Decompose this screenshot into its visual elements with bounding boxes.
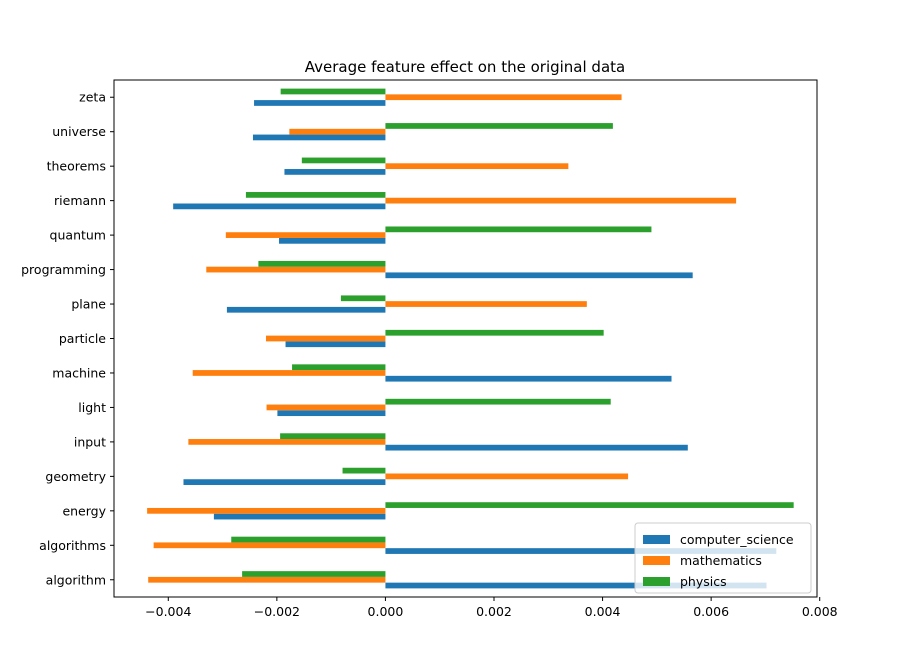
bar-physics-geometry <box>342 467 386 474</box>
x-tick-label: −0.004 <box>145 604 191 619</box>
bar-physics-plane <box>340 295 386 302</box>
bar-computer-science-quantum <box>279 237 386 244</box>
bar-physics-energy <box>385 502 794 508</box>
x-tick-label: 0.008 <box>802 604 838 619</box>
bar-physics-machine <box>292 364 386 371</box>
bar-mathematics-universe <box>289 128 386 135</box>
legend-label-physics: physics <box>680 574 727 589</box>
legend-swatch-physics <box>643 577 670 586</box>
legend-box <box>634 522 812 594</box>
y-tick-label-programming: programming <box>21 262 106 277</box>
bar-computer-science-zeta <box>254 100 386 106</box>
y-tick-label-plane: plane <box>71 297 106 312</box>
bar-computer-science-algorithms <box>385 548 777 554</box>
chart-title: Average feature effect on the original d… <box>305 58 625 76</box>
bar-mathematics-plane <box>385 301 587 307</box>
x-tick-label: −0.002 <box>254 604 300 619</box>
x-tick-label: 0.002 <box>476 604 512 619</box>
y-tick-label-geometry: geometry <box>45 469 106 484</box>
legend-swatch-computer-science <box>643 535 670 544</box>
y-tick-label-energy: energy <box>62 503 106 518</box>
bar-computer-science-riemann <box>173 203 386 210</box>
y-tick-label-machine: machine <box>52 365 106 380</box>
legend-swatch-mathematics <box>643 556 670 565</box>
y-tick-label-theorems: theorems <box>47 159 106 174</box>
bar-mathematics-riemann <box>385 197 737 204</box>
bar-physics-programming <box>258 260 386 267</box>
bar-physics-quantum <box>385 226 652 233</box>
bar-computer-science-theorems <box>284 169 386 175</box>
bar-physics-zeta <box>280 88 386 95</box>
bar-physics-universe <box>385 123 613 129</box>
legend: computer_science mathematics physics <box>634 522 812 594</box>
y-tick-label-zeta: zeta <box>79 90 106 105</box>
y-tick-label-quantum: quantum <box>50 228 106 243</box>
bar-physics-input <box>280 433 386 440</box>
bar-computer-science-particle <box>285 341 386 348</box>
y-tick-label-light: light <box>78 400 106 415</box>
bar-mathematics-machine <box>192 370 386 376</box>
bar-computer-science-algorithm <box>385 582 767 589</box>
bar-physics-theorems <box>301 157 386 164</box>
bar-physics-algorithm <box>242 571 386 577</box>
y-tick-label-algorithms: algorithms <box>39 538 106 553</box>
bar-physics-algorithms <box>231 536 386 543</box>
bar-mathematics-particle <box>266 335 386 342</box>
bars-layer <box>147 88 794 589</box>
bar-mathematics-light <box>266 404 386 411</box>
bar-physics-particle <box>385 329 604 336</box>
bar-mathematics-zeta <box>385 94 622 101</box>
legend-label-mathematics: mathematics <box>680 553 762 568</box>
bar-computer-science-universe <box>252 134 386 141</box>
bar-mathematics-geometry <box>385 473 629 480</box>
bar-mathematics-programming <box>206 266 386 273</box>
bar-mathematics-quantum <box>225 232 386 238</box>
y-tick-label-algorithm: algorithm <box>46 572 106 587</box>
bar-computer-science-geometry <box>183 479 386 485</box>
legend-label-computer-science: computer_science <box>680 532 794 547</box>
y-tick-label-particle: particle <box>59 331 106 346</box>
bar-mathematics-algorithms <box>153 542 386 549</box>
bar-computer-science-light <box>277 410 386 417</box>
x-tick-label: 0.000 <box>368 604 404 619</box>
y-tick-label-input: input <box>74 434 106 449</box>
bar-computer-science-energy <box>213 513 386 520</box>
bar-mathematics-algorithm <box>148 576 386 583</box>
bar-mathematics-theorems <box>385 163 569 170</box>
bar-computer-science-plane <box>226 306 386 313</box>
y-axis: algorithm algorithms energy geometry input li… <box>21 90 114 587</box>
bar-mathematics-energy <box>147 507 386 514</box>
bar-computer-science-programming <box>385 272 693 279</box>
x-tick-label: 0.004 <box>585 604 621 619</box>
y-tick-label-universe: universe <box>52 124 106 139</box>
bar-physics-light <box>385 398 611 405</box>
x-axis: −0.004 −0.002 0.000 0.002 0.004 0.006 0.008 <box>145 597 838 619</box>
bar-mathematics-input <box>188 439 386 445</box>
bar-physics-riemann <box>245 192 386 198</box>
bar-computer-science-input <box>385 444 688 451</box>
x-tick-label: 0.006 <box>693 604 729 619</box>
bar-computer-science-machine <box>385 375 672 382</box>
y-tick-label-riemann: riemann <box>54 193 106 208</box>
